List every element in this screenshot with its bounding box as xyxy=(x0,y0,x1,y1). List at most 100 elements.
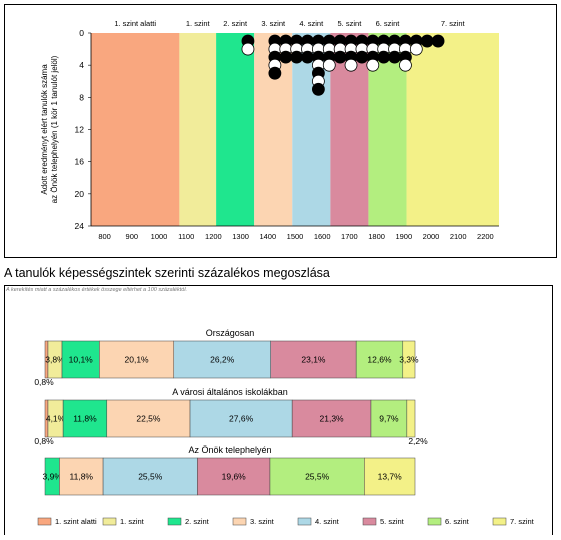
x-tick-label: 2000 xyxy=(423,232,440,241)
student-point xyxy=(268,66,282,80)
student-point xyxy=(311,82,325,96)
distribution-panel: Országosan 0,8% 3,8% 10,1% 20,1% 26,2% 23,1% 12… xyxy=(4,285,553,535)
student-point xyxy=(279,50,293,64)
bar-segment xyxy=(364,457,416,496)
band-label: 6. szint xyxy=(376,19,401,28)
x-tick-label: 1600 xyxy=(314,232,331,241)
legend-label: 3. szint xyxy=(250,517,275,526)
data-label: 20,1% xyxy=(125,355,150,365)
bar-segment xyxy=(370,399,408,438)
x-tick-label: 2100 xyxy=(450,232,467,241)
group-title: A városi általános iskolákban xyxy=(172,387,288,397)
data-label: 26,2% xyxy=(210,355,235,365)
data-label: 0,8% xyxy=(34,436,54,446)
data-label: 19,6% xyxy=(222,472,247,482)
y-axis-label: Adott eredményt elért tanulók számaaz Ön… xyxy=(40,55,59,203)
legend-swatch xyxy=(232,517,247,526)
y-axis-label-line: Adott eredményt elért tanulók száma xyxy=(40,64,49,195)
student-point xyxy=(409,42,423,56)
data-label: 4,1% xyxy=(46,414,66,424)
student-point xyxy=(241,42,255,56)
legend-label: 5. szint xyxy=(380,517,405,526)
band-label: 2. szint xyxy=(223,19,248,28)
legend-label: 7. szint xyxy=(510,517,535,526)
student-point xyxy=(301,50,314,64)
bar-segment xyxy=(189,399,293,438)
y-tick-label: 24 xyxy=(75,221,85,231)
bar-segment xyxy=(59,457,104,496)
data-label: 2,2% xyxy=(408,436,428,446)
data-label: 0,8% xyxy=(34,377,54,387)
data-label: 21,3% xyxy=(320,414,345,424)
x-tick-label: 1500 xyxy=(287,232,304,241)
data-label: 25,5% xyxy=(305,472,330,482)
bar-segment xyxy=(291,399,372,438)
group-title: Az Önök telephelyén xyxy=(188,445,271,455)
legend-label: 1. szint alatti xyxy=(55,517,97,526)
legend-swatch xyxy=(102,517,117,526)
bar-segment xyxy=(355,340,404,379)
band-label: 1. szint alatti xyxy=(114,19,156,28)
data-label: 3,8% xyxy=(45,355,65,365)
y-tick-label: 0 xyxy=(79,28,84,38)
bar-segment xyxy=(106,399,191,438)
legend-swatch xyxy=(427,517,442,526)
student-point xyxy=(431,34,445,48)
scatter-chart: 1. szint alatti 1. szint 2. szint 3. szint 4… xyxy=(40,19,499,241)
bar-segment xyxy=(406,399,416,438)
student-point xyxy=(420,34,434,48)
legend-label: 2. szint xyxy=(185,517,210,526)
data-label: 12,6% xyxy=(367,355,392,365)
legend-swatch xyxy=(492,517,507,526)
group-title: Országosan xyxy=(206,328,255,338)
legend-swatch xyxy=(362,517,377,526)
y-tick-label: 12 xyxy=(75,125,85,135)
band-label: 4. szint xyxy=(299,19,324,28)
y-tick-label: 4 xyxy=(79,60,84,70)
x-tick-label: 1000 xyxy=(151,232,168,241)
bar-segment xyxy=(197,457,271,496)
section-title: A tanulók képességszintek szerinti száza… xyxy=(4,266,330,280)
legend-swatch xyxy=(37,517,52,526)
x-tick-label: 900 xyxy=(126,232,139,241)
bar-segment xyxy=(269,457,365,496)
rounding-note: A kerekítés miatt a százalékos értékek ö… xyxy=(6,287,188,293)
data-label: 13,7% xyxy=(378,472,403,482)
data-label: 3,9% xyxy=(43,472,63,482)
bar-segment xyxy=(62,399,108,438)
data-label: 11,8% xyxy=(70,472,94,482)
student-point xyxy=(399,58,412,72)
x-tick-label: 1400 xyxy=(259,232,276,241)
band-label: 3. szint xyxy=(261,19,286,28)
student-point xyxy=(344,58,358,72)
student-point xyxy=(377,50,391,64)
bar-segment xyxy=(270,340,357,379)
level-band xyxy=(91,33,180,226)
data-label: 25,5% xyxy=(138,472,163,482)
student-point xyxy=(366,58,380,72)
data-label: 22,5% xyxy=(136,414,161,424)
data-label: 3,3% xyxy=(399,355,419,365)
data-label: 27,6% xyxy=(229,414,254,424)
band-label: 1. szint xyxy=(186,19,211,28)
data-label: 9,7% xyxy=(379,414,399,424)
x-tick-label: 1200 xyxy=(205,232,222,241)
level-band xyxy=(406,33,499,226)
student-point xyxy=(322,58,336,72)
x-tick-label: 800 xyxy=(98,232,111,241)
x-tick-label: 1900 xyxy=(395,232,412,241)
y-tick-label: 20 xyxy=(75,189,85,199)
student-point xyxy=(388,50,401,64)
x-tick-label: 2200 xyxy=(477,232,494,241)
y-tick-label: 16 xyxy=(75,157,85,167)
student-point xyxy=(290,50,304,64)
bar-segment xyxy=(102,457,198,496)
y-tick-label: 8 xyxy=(79,92,84,102)
data-label: 11,8% xyxy=(73,414,97,424)
legend-label: 6. szint xyxy=(445,517,470,526)
stacked-bar-chart: Országosan 0,8% 3,8% 10,1% 20,1% 26,2% 23,1% 12… xyxy=(34,328,535,526)
x-tick-label: 1100 xyxy=(178,232,194,241)
student-point xyxy=(333,50,347,64)
data-label: 23,1% xyxy=(301,355,326,365)
student-point xyxy=(355,50,369,64)
